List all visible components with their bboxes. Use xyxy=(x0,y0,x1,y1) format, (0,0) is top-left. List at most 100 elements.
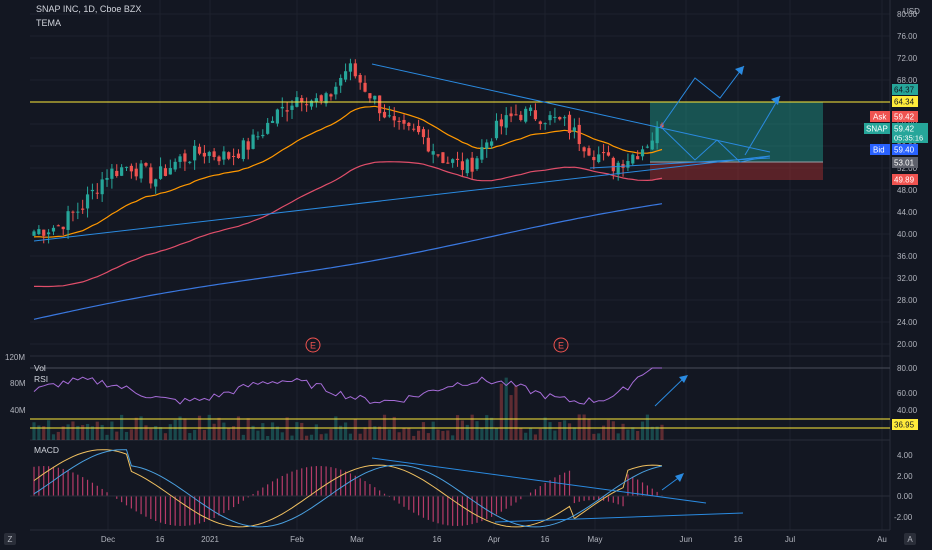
log-scale-button-label: Z xyxy=(8,535,13,544)
price-tick-label: 48.00 xyxy=(897,186,918,195)
volume-bar xyxy=(51,434,56,440)
volume-bar xyxy=(324,433,328,440)
rsi-projection-line[interactable] xyxy=(654,376,686,407)
time-axis[interactable]: Dec 16 2021 Feb Mar 16 Apr 16 May Jun 16 Jul Au xyxy=(101,535,887,544)
projection-path-b[interactable] xyxy=(659,65,745,129)
volume-bar xyxy=(227,427,231,440)
currency-label[interactable]: USD xyxy=(903,7,920,16)
log-scale-button[interactable]: Z xyxy=(4,533,16,545)
volume-bar xyxy=(533,434,538,440)
volume-bar xyxy=(563,420,567,440)
volume-bar xyxy=(504,377,508,440)
volume-bar xyxy=(553,430,557,440)
candle-body xyxy=(246,141,250,150)
upper-trendline[interactable] xyxy=(371,63,771,153)
projection-path-c[interactable] xyxy=(744,95,781,156)
volume-bar xyxy=(124,431,129,440)
candle-body xyxy=(368,93,372,99)
candle-body xyxy=(339,77,343,86)
lower-trendline[interactable] xyxy=(33,155,771,242)
trendlines[interactable] xyxy=(33,63,781,242)
time-tick-label: 16 xyxy=(156,535,165,544)
candle-body xyxy=(139,163,143,179)
candle-body xyxy=(256,136,260,138)
volume-bar xyxy=(431,421,435,440)
projection-path-a[interactable] xyxy=(659,125,771,163)
candle-body xyxy=(490,141,494,146)
volume-title[interactable]: Vol xyxy=(34,363,46,373)
rsi-value: 36.95 xyxy=(894,421,915,430)
volume-bar xyxy=(524,432,528,440)
candle-body xyxy=(465,159,469,174)
candle-body xyxy=(553,116,557,118)
rsi-title[interactable]: RSI xyxy=(34,374,48,384)
candle-body xyxy=(231,155,236,157)
candle-body xyxy=(358,74,362,83)
rsi-value-tag xyxy=(892,419,918,430)
price-tick-label: 20.00 xyxy=(897,340,918,349)
candle-body xyxy=(47,232,51,235)
candle-body xyxy=(217,156,221,162)
volume-bar xyxy=(416,430,421,440)
candle-body xyxy=(329,94,333,97)
target-price-tag xyxy=(892,84,918,95)
volume-bar xyxy=(173,419,177,440)
price-tick-label: 68.00 xyxy=(897,76,918,85)
arrowhead-icon xyxy=(679,375,688,383)
price-tick-label: 36.00 xyxy=(897,252,918,261)
macd-tick-2: 2.00 xyxy=(897,472,913,481)
candle-body xyxy=(202,152,206,157)
volume-bar xyxy=(567,423,572,440)
candle-body xyxy=(173,161,177,170)
symbol-title[interactable]: SNAP INC, 1D, Cboe BZX xyxy=(36,4,141,14)
volume-bar xyxy=(309,434,314,440)
candle-body xyxy=(236,153,241,159)
candle-body xyxy=(251,134,255,149)
volume-bar xyxy=(85,424,90,440)
earnings-marker-2[interactable]: E xyxy=(553,337,569,353)
volume-bar xyxy=(280,432,284,440)
candle-body xyxy=(577,124,581,145)
volume-bar xyxy=(475,421,479,440)
volume-bar xyxy=(611,421,615,440)
candle-body xyxy=(207,152,211,156)
candle-body xyxy=(426,137,430,152)
volume-bar xyxy=(81,425,85,440)
earnings-marker-1[interactable]: E xyxy=(305,337,321,353)
time-tick-label: Mar xyxy=(350,535,364,544)
candle-body xyxy=(485,142,489,149)
volume-bar xyxy=(460,420,465,440)
position-stop-zone[interactable] xyxy=(650,162,823,180)
time-tick-label: 16 xyxy=(541,535,550,544)
macd-lower-trendline[interactable] xyxy=(494,512,744,523)
macd-title[interactable]: MACD xyxy=(34,445,59,455)
earnings-marker-label: E xyxy=(310,341,316,351)
volume-bar xyxy=(358,433,362,440)
price-tick-label: 80.00 xyxy=(897,10,918,19)
price-tick-label: 24.00 xyxy=(897,318,918,327)
macd-upper-trendline[interactable] xyxy=(371,457,707,504)
lower-channel-line[interactable] xyxy=(589,157,771,169)
candle-body xyxy=(558,117,562,120)
candle-body xyxy=(334,86,338,95)
candle-body xyxy=(188,161,192,163)
volume-bar xyxy=(134,417,138,440)
indicator-title[interactable]: TEMA xyxy=(36,18,61,28)
macd-signal-line xyxy=(33,449,663,528)
position-target-zone[interactable] xyxy=(650,102,823,162)
candle-body xyxy=(650,140,654,150)
volume-bar xyxy=(285,417,289,440)
volume-bar xyxy=(470,414,474,440)
bid-price: 59.40 xyxy=(894,146,915,155)
time-tick-label: Jun xyxy=(680,535,693,544)
volume-bar xyxy=(100,424,104,440)
candle-body xyxy=(655,126,659,144)
volume-bar xyxy=(397,432,401,440)
candle-body xyxy=(587,148,591,156)
macd-line xyxy=(33,449,663,528)
volume-bar xyxy=(387,429,391,440)
auto-scale-button[interactable]: A xyxy=(904,533,916,545)
macd-tick-neg2: -2.00 xyxy=(894,513,913,522)
